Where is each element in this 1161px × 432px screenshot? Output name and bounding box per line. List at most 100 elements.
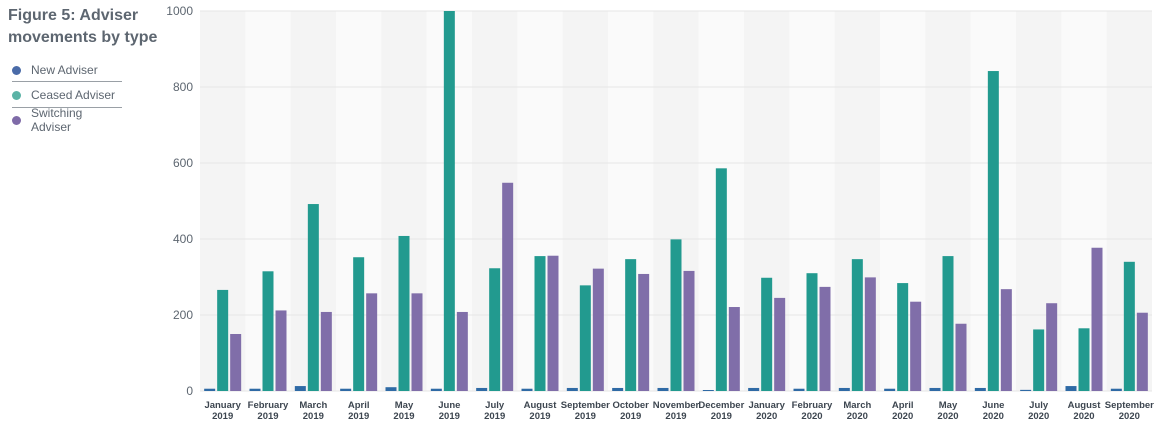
bar-new-adviser [204,388,216,391]
bar-switching-adviser [955,323,967,391]
legend-panel: Figure 5: Adviser movements by type New … [0,0,160,432]
bar-new-adviser [1110,388,1122,391]
bar-new-adviser [566,387,578,391]
bar-new-adviser [748,387,760,391]
legend-label: Ceased Adviser [31,88,116,102]
legend-swatch-switching-adviser [12,115,21,125]
bar-ceased-adviser [806,273,818,391]
bar-ceased-adviser [851,259,863,391]
bar-ceased-adviser [398,235,410,391]
x-tick-label: February 2019 [248,400,289,422]
bar-new-adviser [838,387,850,391]
y-tick-label: 600 [173,156,193,170]
bar-ceased-adviser [1033,329,1045,391]
bar-switching-adviser [320,311,332,391]
bar-new-adviser [974,387,986,391]
bar-switching-adviser [502,182,514,391]
bar-switching-adviser [230,334,242,391]
bar-new-adviser [612,387,624,391]
bar-switching-adviser [1000,289,1012,391]
x-tick-label: July 2020 [1028,400,1049,422]
bar-ceased-adviser [715,168,727,391]
x-tick-label: August 2020 [1068,400,1102,422]
bar-switching-adviser [275,310,287,391]
legend-label: Switching Adviser [31,106,83,134]
x-tick-label: January 2019 [204,400,241,422]
y-tick-label: 200 [173,308,193,322]
bar-ceased-adviser [625,259,637,391]
x-tick-label: March 2019 [299,400,327,422]
x-tick-label: February 2020 [792,400,833,422]
legend-label: New Adviser [31,63,98,77]
bar-switching-adviser [1091,247,1103,391]
bar-ceased-adviser [489,268,501,391]
bar-ceased-adviser [534,256,546,391]
y-tick-label: 0 [186,384,193,398]
x-tick-label: April 2019 [348,400,370,422]
chart-title: Figure 5: Adviser movements by type [8,7,158,46]
bar-switching-adviser [411,293,423,391]
bar-new-adviser [793,388,805,391]
bar-new-adviser [657,387,669,391]
bar-switching-adviser [456,311,468,391]
y-tick-label: 1000 [166,4,193,18]
x-tick-label: November 2019 [653,400,700,422]
bar-switching-adviser [864,277,876,391]
bar-switching-adviser [366,293,378,391]
bar-ceased-adviser [307,204,319,391]
x-tick-label: December 2019 [698,400,744,422]
x-tick-label: September 2020 [1105,400,1154,422]
bar-ceased-adviser [353,257,365,391]
x-tick-label: September 2019 [561,400,610,422]
y-tick-label: 400 [173,232,193,246]
bar-ceased-adviser [942,256,954,391]
x-tick-label: May 2020 [937,400,958,422]
bar-new-adviser [476,387,488,391]
x-tick-label: June 2019 [438,400,460,422]
x-tick-label: August 2019 [524,400,558,422]
bar-ceased-adviser [579,285,591,391]
bar-new-adviser [929,387,941,391]
x-tick-label: July 2019 [484,400,505,422]
bar-ceased-adviser [443,11,455,391]
bar-switching-adviser [592,268,604,391]
bar-switching-adviser [728,307,740,391]
bar-ceased-adviser [670,239,682,391]
legend-item-ceased-adviser[interactable]: Ceased Adviser [12,84,124,106]
bar-ceased-adviser [1078,328,1090,391]
bar-new-adviser [1065,386,1077,391]
bar-new-adviser [521,388,533,391]
x-tick-label: May 2019 [393,400,414,422]
legend-item-new-adviser[interactable]: New Adviser [12,59,124,81]
bar-ceased-adviser [262,271,274,391]
bar-ceased-adviser [217,289,229,391]
legend-divider [12,107,122,108]
bar-new-adviser [430,388,442,391]
x-tick-label: April 2020 [892,400,914,422]
bar-new-adviser [884,388,896,391]
legend-item-switching-adviser[interactable]: Switching Adviser [12,106,124,134]
x-tick-label: January 2020 [748,400,785,422]
bar-ceased-adviser [987,71,999,391]
bar-new-adviser [1020,389,1032,391]
bar-switching-adviser [547,255,559,391]
x-tick-label: June 2020 [982,400,1004,422]
bar-switching-adviser [819,286,831,391]
x-tick-label: October 2019 [612,400,649,422]
x-tick-label: March 2020 [843,400,871,422]
bar-ceased-adviser [1123,261,1135,391]
bar-switching-adviser [910,301,922,391]
legend-divider [12,81,122,82]
bar-new-adviser [249,388,261,391]
bar-ceased-adviser [761,277,773,391]
bar-switching-adviser [1136,312,1148,391]
bar-switching-adviser [1046,303,1058,391]
legend-swatch-ceased-adviser [12,90,21,100]
bar-switching-adviser [638,273,650,391]
bar-new-adviser [294,386,306,391]
bar-new-adviser [702,390,714,391]
bar-ceased-adviser [897,283,909,391]
bar-switching-adviser [683,270,695,391]
bar-new-adviser [385,387,397,391]
